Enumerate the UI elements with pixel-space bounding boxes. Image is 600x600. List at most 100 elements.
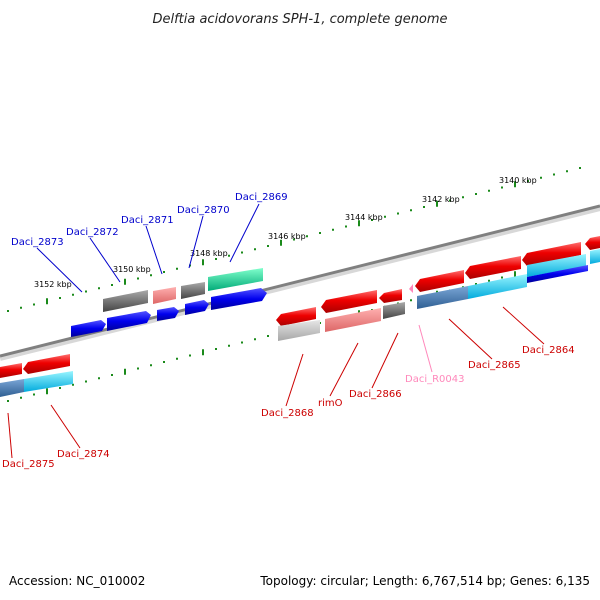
gene-box-2870[interactable]: [181, 282, 205, 299]
lower-scale-tick: [7, 400, 9, 402]
gene-label-2869[interactable]: Daci_2869: [235, 192, 288, 203]
gene-arrow-2866[interactable]: [379, 289, 402, 303]
upper-scale-tick: [488, 189, 490, 192]
lower-scale-tick: [254, 338, 256, 341]
leader-2871: [145, 225, 163, 275]
upper-scale-tick: [72, 293, 74, 296]
lower-scale-tick: [488, 279, 490, 282]
gene-label-2870[interactable]: Daci_2870: [177, 205, 230, 216]
gene-label-2875[interactable]: Daci_2875: [2, 459, 55, 470]
gene-arrow-2872[interactable]: [107, 311, 151, 331]
scale-label-3146: 3146 kbp: [268, 232, 306, 241]
gene-box-2864-strip[interactable]: [527, 265, 588, 283]
upper-scale-tick: [280, 239, 282, 246]
upper-scale-tick: [228, 254, 230, 257]
upper-scale-tick: [553, 173, 555, 176]
lower-scale-tick: [189, 354, 191, 357]
gene-arrow-2871[interactable]: [157, 307, 179, 321]
gene-arrow-R0043[interactable]: [409, 284, 413, 293]
upper-scale-tick: [150, 274, 152, 277]
lower-scale-tick: [33, 393, 35, 396]
lower-scale-tick: [20, 396, 22, 399]
gene-arrow-2868[interactable]: [276, 307, 316, 326]
lower-scale-tick: [176, 357, 178, 360]
gene-box-2874[interactable]: [24, 371, 73, 392]
upper-scale-tick: [33, 303, 35, 306]
upper-scale-tick: [111, 284, 113, 286]
gene-arrow-2865b[interactable]: [465, 256, 521, 279]
scale-label-3152: 3152 kbp: [34, 280, 72, 289]
upper-scale-tick: [319, 232, 321, 234]
gene-arrow-2873[interactable]: [71, 320, 106, 337]
gene-label-rimO[interactable]: rimO: [318, 398, 343, 409]
gene-arrow-2875[interactable]: [0, 363, 22, 378]
gene-label-R0043[interactable]: Daci_R0043: [405, 374, 465, 385]
upper-strand-genes: [71, 268, 267, 337]
gene-box-2864[interactable]: [527, 254, 586, 277]
upper-scale-tick: [332, 228, 334, 231]
gene-box-2871[interactable]: [153, 287, 176, 304]
upper-scale-tick: [384, 215, 386, 218]
gene-label-2866[interactable]: Daci_2866: [349, 389, 402, 400]
scale-label-3140: 3140 kbp: [499, 176, 537, 185]
gene-arrow-2863[interactable]: [585, 236, 600, 250]
leader-2865: [448, 318, 493, 360]
lower-strand-genes: [0, 236, 600, 397]
gene-labels: Daci_2873 Daci_2872 Daci_2871 Daci_2870 …: [2, 192, 575, 470]
gene-arrow-2870[interactable]: [185, 300, 209, 315]
gene-box-2872[interactable]: [103, 290, 148, 312]
upper-scale-tick: [423, 206, 425, 208]
upper-scale-tick: [579, 167, 581, 169]
leader-2872: [89, 237, 121, 283]
lower-scale-tick: [111, 374, 113, 376]
upper-scale-tick: [501, 186, 503, 189]
gene-arrow-2869[interactable]: [211, 288, 267, 310]
gene-arrow-2865[interactable]: [415, 270, 464, 292]
gene-label-2864[interactable]: Daci_2864: [522, 345, 575, 356]
leader-rimO: [329, 342, 359, 397]
upper-scale-tick: [98, 287, 100, 290]
leader-2869: [229, 203, 260, 263]
scale-label-3142: 3142 kbp: [422, 195, 460, 204]
upper-scale-tick: [540, 176, 542, 179]
leader-2875: [7, 412, 13, 459]
lower-scale-tick: [163, 361, 165, 363]
gene-label-2868[interactable]: Daci_2868: [261, 408, 314, 419]
gene-label-2873[interactable]: Daci_2873: [11, 237, 64, 248]
upper-scale-tick: [46, 298, 48, 305]
gene-box-2875[interactable]: [0, 379, 24, 397]
upper-scale-tick: [371, 219, 373, 221]
upper-scale-tick: [306, 235, 308, 238]
upper-scale-tick: [85, 290, 87, 293]
gene-box-2868[interactable]: [278, 320, 320, 341]
gene-box-2865[interactable]: [417, 286, 468, 309]
lower-scale-tick: [46, 388, 48, 395]
lower-scale-tick: [72, 383, 74, 386]
lower-scale-tick: [475, 283, 477, 285]
lower-scale-tick: [514, 271, 516, 278]
lower-scale-tick: [410, 299, 412, 302]
scale-label-3148: 3148 kbp: [190, 249, 228, 258]
gene-box-2869[interactable]: [208, 268, 263, 291]
upper-scale-tick: [436, 200, 438, 207]
gene-arrow-2874[interactable]: [23, 354, 70, 374]
gene-label-2872[interactable]: Daci_2872: [66, 227, 119, 238]
upper-scale-ticks: [7, 167, 581, 312]
gene-arrow-2864[interactable]: [522, 242, 581, 266]
gene-arrow-rimO[interactable]: [321, 290, 377, 313]
topology-text: Topology: circular; Length: 6,767,514 bp…: [260, 574, 590, 588]
upper-scale-tick: [241, 251, 243, 254]
gene-label-2865[interactable]: Daci_2865: [468, 360, 521, 371]
scale-label-3144: 3144 kbp: [345, 213, 383, 222]
upper-scale-tick: [267, 245, 269, 247]
upper-scale-tick: [514, 181, 516, 188]
leader-2866: [371, 332, 399, 389]
gene-label-2871[interactable]: Daci_2871: [121, 215, 174, 226]
upper-scale-tick: [176, 267, 178, 270]
upper-scale-tick: [527, 180, 529, 182]
gene-box-2866[interactable]: [383, 302, 405, 319]
gene-box-2865b[interactable]: [468, 274, 527, 299]
gene-box-rimO[interactable]: [325, 308, 381, 332]
gene-label-2874[interactable]: Daci_2874: [57, 449, 110, 460]
gene-box-2863[interactable]: [590, 249, 600, 264]
